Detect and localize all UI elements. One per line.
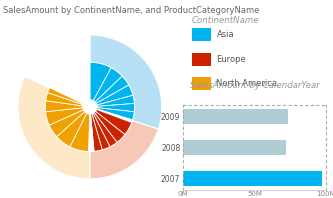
Wedge shape	[45, 101, 83, 112]
Wedge shape	[90, 62, 111, 101]
Wedge shape	[91, 114, 102, 151]
Wedge shape	[89, 114, 94, 151]
Wedge shape	[18, 76, 90, 179]
Bar	[183, 109, 288, 124]
Text: North America: North America	[216, 79, 277, 88]
Text: ContinentName: ContinentName	[191, 15, 259, 25]
Wedge shape	[90, 121, 158, 179]
Wedge shape	[97, 108, 134, 120]
Wedge shape	[97, 109, 133, 123]
Wedge shape	[93, 68, 122, 102]
Wedge shape	[96, 109, 132, 135]
Text: SalesAmount by CalendarYear: SalesAmount by CalendarYear	[190, 81, 320, 90]
Text: Europe: Europe	[216, 55, 246, 64]
Wedge shape	[48, 88, 84, 105]
Wedge shape	[50, 62, 90, 104]
Wedge shape	[25, 35, 90, 88]
Text: Asia: Asia	[216, 30, 234, 39]
Wedge shape	[93, 113, 117, 147]
Wedge shape	[46, 93, 83, 106]
Wedge shape	[94, 111, 125, 142]
Text: SalesAmount by ContinentName, and ProductCategoryName: SalesAmount by ContinentName, and Produc…	[3, 6, 260, 15]
Wedge shape	[97, 95, 135, 106]
Wedge shape	[70, 113, 90, 151]
Wedge shape	[97, 104, 135, 112]
Bar	[191, 28, 210, 41]
Wedge shape	[95, 76, 129, 103]
Wedge shape	[92, 113, 110, 150]
Bar	[183, 140, 286, 155]
Wedge shape	[46, 108, 83, 125]
Bar	[183, 171, 322, 186]
Wedge shape	[49, 110, 85, 137]
Bar	[191, 77, 210, 90]
Bar	[191, 53, 210, 66]
Wedge shape	[57, 112, 87, 147]
Wedge shape	[90, 35, 162, 129]
Wedge shape	[96, 85, 133, 105]
